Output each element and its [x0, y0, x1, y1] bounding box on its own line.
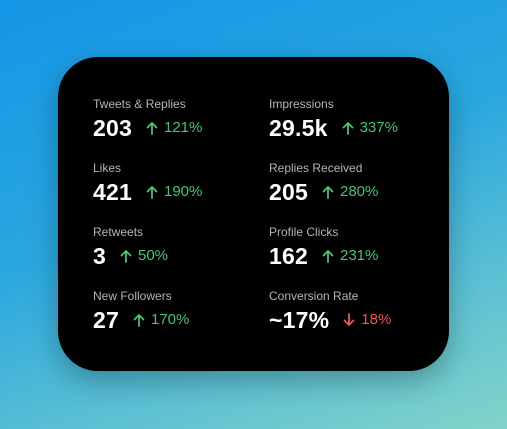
stat-change: 121% [146, 119, 202, 137]
stat-change: 337% [342, 119, 398, 137]
arrow-up-icon [146, 121, 158, 135]
arrow-up-icon [133, 313, 145, 327]
arrow-up-icon [322, 249, 334, 263]
stat-retweets: Retweets 3 50% [93, 225, 269, 289]
stat-change-value: 280% [339, 183, 379, 200]
stat-value: ~17% [269, 307, 330, 333]
stat-label: Impressions [269, 97, 334, 111]
stat-change-value: 170% [150, 311, 190, 328]
stat-value: 421 [93, 179, 132, 205]
stat-value: 29.5k [269, 115, 328, 141]
arrow-down-icon [343, 313, 355, 327]
stat-label: Tweets & Replies [93, 97, 186, 111]
stat-change-value: 50% [138, 247, 169, 264]
stat-label: Likes [93, 161, 122, 175]
stat-likes: Likes 421 190% [93, 161, 269, 225]
stat-profile-clicks: Profile Clicks 162 231% [269, 225, 445, 289]
stat-label: New Followers [93, 289, 172, 303]
stat-new-followers: New Followers 27 170% [93, 289, 269, 353]
stat-conversion-rate: Conversion Rate ~17% 18% [269, 289, 445, 353]
stat-change: 280% [322, 183, 378, 201]
stat-label: Conversion Rate [269, 289, 359, 303]
stat-value: 205 [269, 179, 308, 205]
stat-change-value: 231% [339, 247, 379, 264]
arrow-up-icon [120, 249, 132, 263]
stat-value: 27 [93, 307, 119, 333]
stat-change-value: 18% [361, 311, 392, 328]
stat-label: Replies Received [269, 161, 363, 175]
arrow-up-icon [146, 185, 158, 199]
stat-label: Retweets [93, 225, 144, 239]
stat-value: 203 [93, 115, 132, 141]
stat-label: Profile Clicks [269, 225, 339, 239]
stat-value: 3 [93, 243, 106, 269]
stat-value: 162 [269, 243, 308, 269]
stats-grid: Tweets & Replies 203 121% Impressions 29… [93, 97, 449, 353]
stat-change: 231% [322, 247, 378, 265]
stat-change: 170% [133, 311, 189, 329]
stat-tweets-replies: Tweets & Replies 203 121% [93, 97, 269, 161]
stat-change-value: 121% [163, 119, 203, 136]
stats-card: Tweets & Replies 203 121% Impressions 29… [58, 57, 449, 371]
stat-change-value: 190% [163, 183, 203, 200]
arrow-up-icon [322, 185, 334, 199]
stat-change: 18% [343, 311, 391, 329]
stat-change: 190% [146, 183, 202, 201]
arrow-up-icon [342, 121, 354, 135]
stat-replies-received: Replies Received 205 280% [269, 161, 445, 225]
stat-change: 50% [120, 247, 168, 265]
stat-impressions: Impressions 29.5k 337% [269, 97, 445, 161]
stat-change-value: 337% [359, 119, 398, 136]
